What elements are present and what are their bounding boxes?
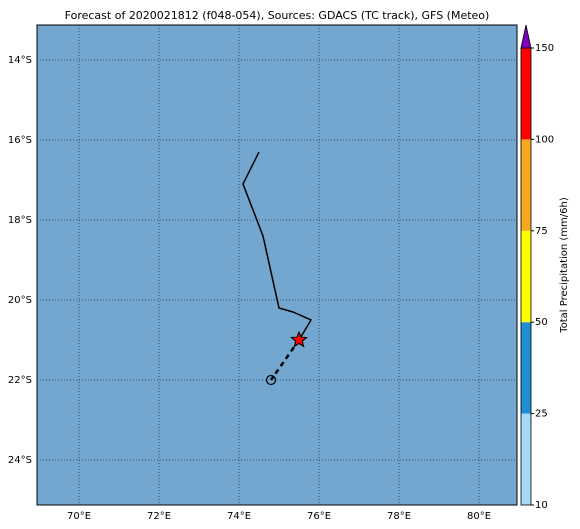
lon-tick-label: 76°E <box>307 511 331 522</box>
lon-tick-label: 72°E <box>147 511 171 522</box>
track-line <box>242 151 313 341</box>
lat-tick-label: 14°S <box>8 55 32 66</box>
colorbar-tick-label: 150 <box>535 43 554 54</box>
lon-tick-label: 80°E <box>467 511 491 522</box>
colorbar-segment <box>521 139 531 231</box>
colorbar-tick-label: 75 <box>535 226 548 237</box>
forecast-position <box>265 374 277 386</box>
current-position <box>290 330 308 348</box>
ocean <box>37 25 517 505</box>
map-frame <box>36 24 518 506</box>
lon-tick-label: 78°E <box>387 511 411 522</box>
colorbar-tick-label: 25 <box>535 409 548 420</box>
colorbar-tick-label: 10 <box>535 500 548 511</box>
forecast-line <box>269 339 301 381</box>
lat-tick-label: 24°S <box>8 455 32 466</box>
colorbar-segment <box>521 48 531 140</box>
lat-tick-label: 20°S <box>8 295 32 306</box>
lat-tick-label: 18°S <box>8 215 32 226</box>
colorbar-label: Total Precipitation (mm/6h) <box>559 197 570 334</box>
lon-tick-label: 74°E <box>227 511 251 522</box>
colorbar-segment <box>521 413 531 505</box>
map-title: Forecast of 2020021812 (f048-054), Sourc… <box>65 9 490 22</box>
colorbar-tick-label: 100 <box>535 134 554 145</box>
colorbar-frame <box>520 47 532 506</box>
colorbar-segment <box>521 322 531 414</box>
colorbar-segment <box>521 230 531 323</box>
lat-tick-label: 22°S <box>8 375 32 386</box>
colorbar-extend <box>520 24 532 49</box>
lat-tick-label: 16°S <box>8 135 32 146</box>
lon-tick-label: 70°E <box>67 511 91 522</box>
colorbar-tick-label: 50 <box>535 317 548 328</box>
